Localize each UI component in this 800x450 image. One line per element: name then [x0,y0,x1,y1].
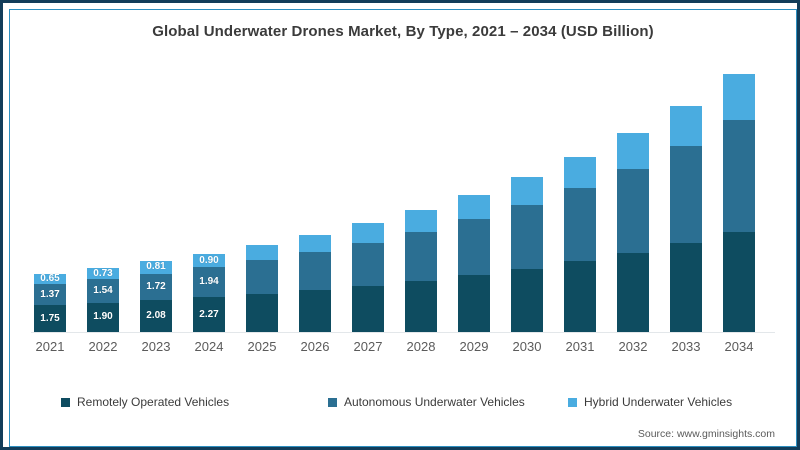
bar-column-2022[interactable]: 0.73 1.54 1.90 [87,268,119,332]
bar-segment-2033-huv[interactable] [670,105,702,147]
legend-item-rov[interactable]: Remotely Operated Vehicles [61,395,229,409]
bar-segment-2030-huv[interactable] [511,177,543,205]
x-axis-tick-2033: 2033 [671,339,701,354]
bar-segment-2030-auv[interactable] [511,204,543,269]
x-axis-tick-2031: 2031 [565,339,595,354]
bar-segment-2031-auv[interactable] [564,188,596,262]
bar-segment-2022-rov[interactable]: 1.90 [87,302,119,332]
bar-segment-2034-auv[interactable] [723,120,755,232]
bar-column-2030[interactable] [511,177,543,332]
bar-value-label: 0.81 [146,261,166,273]
bar-segment-2029-rov[interactable] [458,275,490,332]
chart-title: Global Underwater Drones Market, By Type… [152,23,654,40]
bar-segment-2032-huv[interactable] [617,133,649,169]
bar-column-2028[interactable] [405,209,437,332]
bar-segment-2032-rov[interactable] [617,252,649,332]
x-axis-tick-2030: 2030 [512,339,542,354]
bar-segment-2026-rov[interactable] [299,289,331,332]
bar-segment-2034-rov[interactable] [723,231,755,332]
bar-segment-2024-rov[interactable]: 2.27 [193,297,225,332]
x-axis-tick-2026: 2026 [300,339,330,354]
bar-segment-2031-rov[interactable] [564,261,596,332]
bar-column-2032[interactable] [617,133,649,332]
legend-label: Autonomous Underwater Vehicles [344,395,525,409]
bar-segment-2025-rov[interactable] [246,293,278,332]
bar-segment-2026-huv[interactable] [299,234,331,252]
x-axis-labels: 2021 2022 2023 2024 2025 2026 2027 2028 2029 2030… [23,339,783,361]
bar-column-2033[interactable] [670,105,702,332]
legend-label: Hybrid Underwater Vehicles [584,395,733,409]
bar-column-2023[interactable]: 0.81 1.72 2.08 [140,261,172,332]
bar-value-label: 1.37 [40,288,60,300]
source-note: Source: www.gminsights.com [637,428,775,440]
legend-item-huv[interactable]: Hybrid Underwater Vehicles [568,395,732,409]
bar-segment-2033-auv[interactable] [670,146,702,244]
bar-segment-2030-rov[interactable] [511,268,543,332]
legend-swatch-icon [328,397,337,407]
bar-value-label: 2.27 [199,308,219,320]
bar-segment-2021-huv[interactable]: 0.65 [34,273,66,285]
bar-value-label: 1.54 [93,285,113,297]
bar-segment-2033-rov[interactable] [670,243,702,332]
bar-column-2034[interactable] [723,74,755,332]
x-axis-tick-2022: 2022 [88,339,118,354]
bar-segment-2024-huv[interactable]: 0.90 [193,253,225,268]
bar-segment-2032-auv[interactable] [617,168,649,253]
legend-swatch-icon [568,397,577,407]
bar-segment-2027-huv[interactable] [352,223,384,243]
bar-value-label: 0.90 [199,254,219,266]
bar-value-label: 2.08 [146,310,166,322]
bar-column-2025[interactable] [246,244,278,332]
bar-column-2031[interactable] [564,156,596,332]
legend-item-auv[interactable]: Autonomous Underwater Vehicles [328,395,525,409]
plot-area: 0.65 1.37 1.75 0.73 1.54 1.90 0.81 1.72 2.08 0.90… [23,58,783,333]
x-axis-tick-2034: 2034 [724,339,754,354]
x-axis-tick-2024: 2024 [194,339,224,354]
x-axis-tick-2029: 2029 [459,339,489,354]
bar-column-2029[interactable] [458,194,490,332]
bar-column-2021[interactable]: 0.65 1.37 1.75 [34,274,66,332]
bar-segment-2028-huv[interactable] [405,209,437,232]
bar-segment-2031-huv[interactable] [564,156,596,189]
bar-segment-2021-auv[interactable]: 1.37 [34,284,66,306]
bar-column-2026[interactable] [299,234,331,332]
bar-segment-2029-huv[interactable] [458,194,490,220]
bar-segment-2023-huv[interactable]: 0.81 [140,261,172,274]
bar-value-label: 1.94 [199,276,219,288]
axis-baseline [31,332,775,333]
x-axis-tick-2021: 2021 [35,339,65,354]
chart-inner-border [9,9,797,447]
bar-segment-2028-auv[interactable] [405,231,437,281]
legend-swatch-icon [61,397,70,407]
bar-segment-2034-huv[interactable] [723,74,755,121]
bar-segment-2027-auv[interactable] [352,242,384,286]
bar-column-2024[interactable]: 0.90 1.94 2.27 [193,253,225,332]
legend-label: Remotely Operated Vehicles [77,395,230,409]
bar-value-label: 0.73 [93,267,113,279]
x-axis-tick-2025: 2025 [247,339,277,354]
bar-segment-2027-rov[interactable] [352,285,384,332]
bar-segment-2023-rov[interactable]: 2.08 [140,300,172,332]
x-axis-tick-2027: 2027 [353,339,383,354]
bar-value-label: 1.90 [93,311,113,323]
x-axis-tick-2032: 2032 [618,339,648,354]
bar-segment-2022-auv[interactable]: 1.54 [87,279,119,303]
chart-legend: Remotely Operated Vehicles Autonomous Und… [3,395,800,415]
bar-value-label: 1.75 [40,312,60,324]
bar-column-2027[interactable] [352,223,384,332]
bar-value-label: 0.65 [40,273,60,285]
bar-segment-2024-auv[interactable]: 1.94 [193,267,225,298]
x-axis-tick-2023: 2023 [141,339,171,354]
bar-segment-2025-huv[interactable] [246,244,278,261]
bar-segment-2029-auv[interactable] [458,219,490,276]
x-axis-tick-2028: 2028 [406,339,436,354]
bar-segment-2023-auv[interactable]: 1.72 [140,273,172,301]
bar-segment-2028-rov[interactable] [405,280,437,332]
bar-segment-2025-auv[interactable] [246,260,278,294]
bar-segment-2026-auv[interactable] [299,251,331,290]
bar-segment-2022-huv[interactable]: 0.73 [87,267,119,280]
bar-value-label: 1.72 [146,280,166,292]
bar-segment-2021-rov[interactable]: 1.75 [34,305,66,332]
